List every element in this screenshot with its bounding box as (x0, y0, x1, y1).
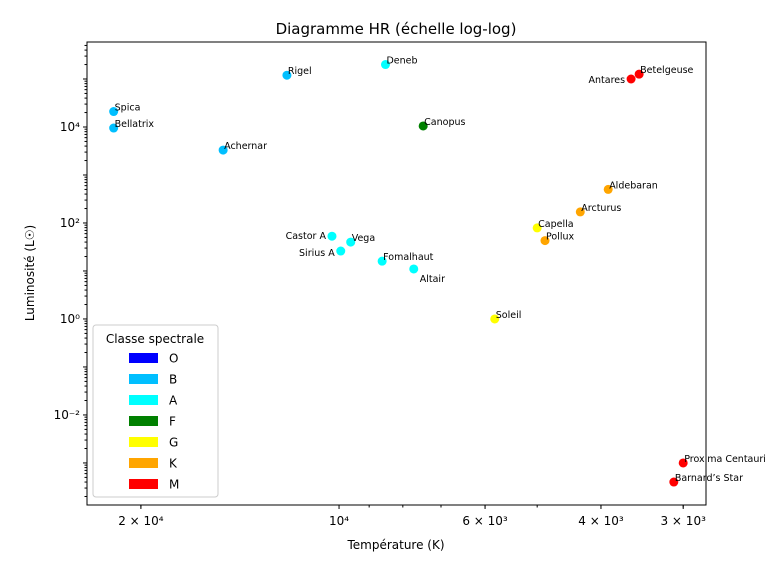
star-point (282, 70, 292, 80)
star-point (490, 314, 500, 324)
legend-label: A (169, 394, 178, 408)
x-tick-label: 4 × 10³ (578, 514, 624, 528)
x-tick-label: 10⁴ (329, 514, 349, 528)
legend-label: G (169, 436, 178, 450)
star-point (109, 107, 119, 117)
star-point (346, 237, 356, 247)
legend-title: Classe spectrale (106, 332, 204, 346)
star-label: Bellatrix (115, 119, 155, 130)
star-point (626, 74, 636, 84)
star-point (603, 184, 613, 194)
star-label: Spica (115, 103, 141, 114)
y-axis-label: Luminosité (L☉) (23, 225, 37, 321)
legend-swatch (129, 374, 158, 384)
star-point (109, 123, 119, 133)
star-label: Soleil (496, 310, 522, 321)
legend-swatch (129, 416, 158, 426)
star-point (634, 69, 644, 79)
star-point (575, 207, 585, 217)
star-point (327, 231, 337, 241)
star-point (380, 60, 390, 70)
y-tick-label: 10⁴ (60, 120, 80, 134)
legend-swatch (129, 395, 158, 405)
star-label: Arcturus (581, 203, 621, 214)
star-label: Fomalhaut (383, 252, 434, 263)
y-axis-ticks: 10⁻² 10⁰ 10² 10⁴ (54, 44, 87, 497)
star-label: Rigel (288, 66, 312, 77)
star-point (532, 223, 542, 233)
legend-swatch (129, 437, 158, 447)
legend-swatch (129, 479, 158, 489)
legend-label: M (169, 478, 179, 492)
star-label: Castor A (286, 231, 327, 242)
legend-box (92, 324, 219, 498)
y-tick-label: 10² (60, 216, 80, 230)
star-label: Canopus (424, 117, 465, 128)
legend-swatch (129, 458, 158, 468)
chart-title: Diagramme HR (échelle log-log) (276, 20, 517, 38)
star-label: Pollux (546, 232, 575, 243)
legend-label: B (169, 373, 177, 387)
x-axis-label: Température (K) (346, 538, 444, 552)
x-tick-label: 6 × 10³ (462, 514, 508, 528)
data-points: Spica Bellatrix Rigel Deneb Achernar Canopus B… (109, 56, 766, 487)
star-label: Sirius A (299, 248, 335, 259)
legend-label: O (169, 352, 178, 366)
legend-label: K (169, 457, 178, 471)
legend-swatch (129, 353, 158, 363)
star-label: Vega (352, 233, 375, 244)
x-axis-ticks: 2 × 10⁴ 10⁴ 6 × 10³ 4 × 10³ 3 × 10³ (118, 505, 706, 528)
star-label: Capella (538, 219, 573, 230)
star-label: Deneb (386, 56, 417, 67)
y-tick-label: 10⁰ (60, 312, 80, 326)
star-label: Proxima Centauri (684, 454, 766, 465)
star-point (418, 121, 428, 131)
x-tick-label: 3 × 10³ (660, 514, 706, 528)
star-label: Antares (589, 75, 626, 86)
star-point (377, 256, 387, 266)
star-point (218, 145, 228, 155)
star-point (669, 477, 679, 487)
star-point (678, 458, 688, 468)
y-tick-label: 10⁻² (54, 408, 81, 422)
star-point (336, 246, 346, 256)
star-label: Betelgeuse (640, 65, 693, 76)
x-tick-label: 2 × 10⁴ (118, 514, 164, 528)
star-label: Barnard’s Star (675, 473, 743, 484)
star-label: Aldebaran (609, 180, 658, 191)
legend-label: F (169, 415, 176, 429)
star-label: Altair (420, 274, 445, 285)
star-label: Achernar (224, 141, 267, 152)
star-point (540, 236, 550, 246)
star-point (409, 264, 419, 274)
